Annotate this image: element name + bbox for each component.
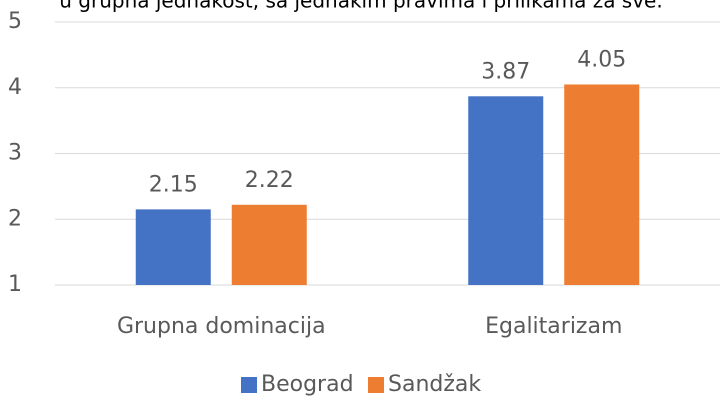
y-tick-label: 5 <box>8 9 22 34</box>
y-tick-label: 3 <box>8 141 22 166</box>
legend-swatch <box>368 377 384 393</box>
x-tick-label: Grupna dominacija <box>117 314 326 339</box>
bar <box>231 204 307 285</box>
x-tick-label: Egalitarizam <box>485 314 622 339</box>
chart-title: u grupna jednakost, sa jednakim pravima … <box>59 0 662 13</box>
legend-label: Sandžak <box>388 372 481 397</box>
y-tick-label: 1 <box>8 272 22 297</box>
data-label: 4.05 <box>577 47 626 72</box>
bar <box>468 96 544 285</box>
data-label: 2.22 <box>245 168 294 193</box>
bar <box>135 209 211 285</box>
y-tick-label: 2 <box>8 206 22 231</box>
bar <box>564 84 640 286</box>
data-label: 3.87 <box>481 59 530 84</box>
data-label: 2.15 <box>149 172 198 197</box>
legend-swatch <box>241 377 257 393</box>
legend-label: Beograd <box>261 372 354 397</box>
y-tick-label: 4 <box>8 75 22 100</box>
